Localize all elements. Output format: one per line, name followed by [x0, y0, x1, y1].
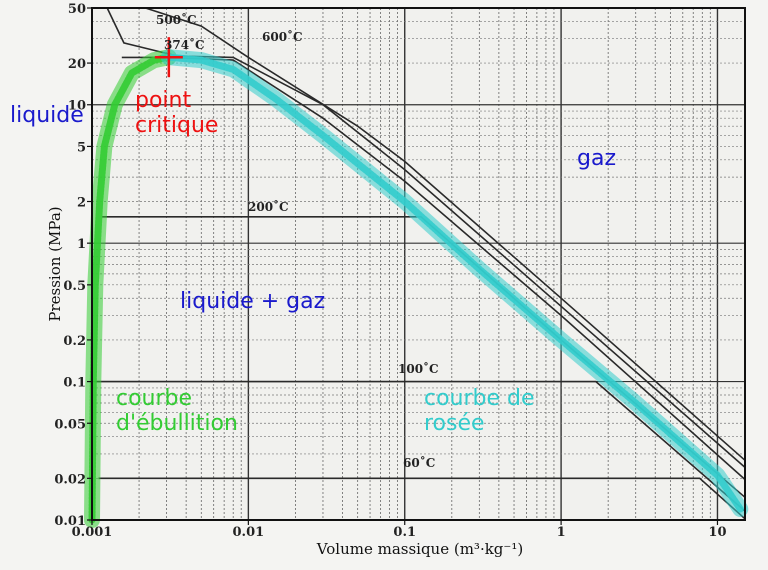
y-tick-label: 0.01 [54, 514, 86, 529]
y-tick-label: 50 [68, 2, 86, 17]
isotherm-label: 100˚C [398, 361, 439, 376]
isotherm-labels: 60˚C 100˚C 200˚C 374˚C 500˚C 600˚C [156, 12, 439, 470]
y-tick-label: 0.1 [63, 376, 86, 391]
plot-area [92, 8, 745, 520]
x-tick-label: 0.001 [72, 525, 113, 540]
y-tick-label: 0.05 [54, 417, 86, 432]
grid-lines [91, 7, 745, 521]
isotherm-line [145, 7, 746, 461]
x-tick-label: 10 [708, 525, 726, 540]
annotation-point-critique: point critique [135, 88, 219, 138]
isotherm-label: 60˚C [403, 455, 435, 470]
isotherm-line [94, 380, 746, 512]
axis-ticks: 0.001 0.01 0.1 1 105020105210.50.20.10.050.0… [54, 2, 726, 540]
y-tick-label: 5 [77, 140, 86, 155]
plot-frame [91, 7, 746, 521]
critical-point-marker [154, 37, 183, 78]
y-tick-label: 1 [77, 237, 86, 252]
courbe-rosee-core [165, 53, 744, 513]
y-tick-label: 0.5 [63, 279, 86, 294]
y-tick-label: 0.2 [63, 334, 86, 349]
y-tick-label: 2 [77, 195, 86, 210]
y-axis-label: Pression (MPa) [46, 206, 64, 321]
annotation-courbe-rosee: courbe de rosée [424, 386, 535, 436]
annotation-liquide: liquide [10, 103, 84, 128]
x-axis-label: Volume massique (m³·kg⁻¹) [316, 540, 523, 558]
saturation-curves [84, 49, 749, 528]
isotherm-label: 374˚C [164, 37, 205, 52]
annotation-courbe-ebullition: courbe d'ébullition [116, 386, 238, 436]
isotherm-line [106, 7, 746, 469]
x-tick-label: 0.01 [233, 525, 265, 540]
isotherm-label: 600˚C [262, 29, 303, 44]
isotherm-label: 500˚C [156, 12, 197, 27]
x-tick-label: 0.1 [393, 525, 416, 540]
annotation-liquide-gaz: liquide + gaz [180, 289, 326, 314]
y-tick-label: 0.02 [54, 472, 86, 487]
courbe-ebullition-core [88, 53, 173, 524]
isotherm-label: 200˚C [248, 199, 289, 214]
y-tick-label: 20 [68, 57, 86, 72]
annotation-gaz: gaz [577, 146, 616, 171]
x-tick-label: 1 [557, 525, 566, 540]
y-tick-label: 10 [68, 99, 86, 114]
